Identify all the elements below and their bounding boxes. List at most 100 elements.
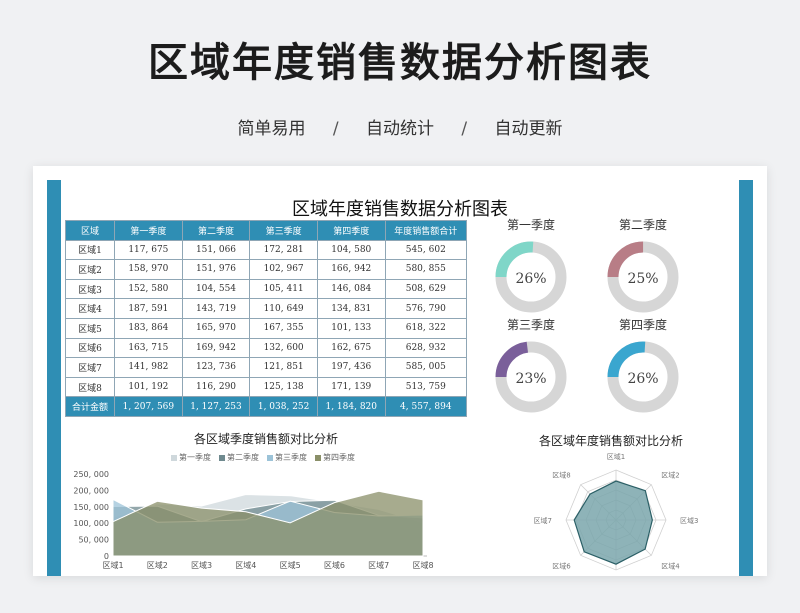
page-title: 区域年度销售数据分析图表 [148, 40, 652, 86]
y-tick-label: 150, 000 [73, 503, 109, 512]
y-tick-label: 100, 000 [73, 519, 109, 528]
table-cell: 628, 932 [384, 337, 468, 359]
donut-ring: 23% [495, 341, 567, 413]
radar-axis-label: 区域6 [552, 561, 571, 570]
table-cell: 104, 580 [316, 239, 386, 261]
table-cell: 134, 831 [316, 298, 386, 319]
tagline-separator: / [461, 119, 468, 139]
x-tick-label: 区域5 [280, 560, 301, 570]
table-cell: 116, 290 [181, 376, 251, 398]
donut-label: 第四季度 [618, 318, 667, 332]
table-header-cell: 第四季度 [316, 220, 386, 241]
table-row: 区域5 183, 864 165, 970 167, 355 101, 133 618, … [64, 317, 468, 339]
table-cell: 102, 967 [249, 259, 318, 280]
donut-chart: 第二季度 25% [583, 216, 703, 317]
table-total-row: 合计金额 1, 207, 569 1, 127, 253 1, 038, 252… [64, 396, 468, 417]
table-row: 区域3 152, 580 104, 554 105, 411 146, 084 508, … [64, 278, 468, 300]
radar-axis-label: 区域1 [607, 452, 625, 461]
table-cell: 172, 281 [249, 239, 318, 261]
table-cell: 152, 580 [114, 278, 183, 300]
legend-label: 第三季度 [275, 453, 307, 462]
donut-ring: 25% [607, 241, 679, 313]
donut-arc [495, 241, 567, 313]
table-total-cell: 合计金额 [64, 396, 116, 417]
table-cell: 183, 864 [114, 317, 183, 339]
table-cell: 125, 138 [249, 376, 318, 398]
table-cell: 576, 790 [384, 298, 468, 319]
table-header-cell: 第二季度 [181, 220, 251, 241]
y-tick-label: 250, 000 [73, 470, 109, 479]
sheet-title: 区域年度销售数据分析图表 [292, 199, 508, 220]
radar-series [573, 480, 653, 565]
preview-card: 区域年度销售数据分析图表 区域 第一季度 第二季度 第三季度 第四季度 年度销售… [33, 166, 767, 576]
table-row: 区域4 187, 591 143, 719 110, 649 134, 831 576, … [64, 298, 468, 319]
area-chart-legend: 第一季度 第二季度 第三季度 第四季度 [171, 452, 355, 463]
table-row-label: 区域2 [64, 259, 116, 280]
y-tick-label: 200, 000 [73, 486, 109, 495]
table-cell: 105, 411 [249, 278, 318, 300]
tagline-item: 自动统计 [366, 119, 434, 139]
table-cell: 171, 139 [316, 376, 386, 398]
table-row-label: 区域8 [64, 376, 116, 398]
table-cell: 143, 719 [181, 298, 251, 319]
table-total-cell: 1, 207, 569 [114, 396, 183, 417]
table-cell: 197, 436 [316, 357, 386, 378]
table-cell: 123, 736 [181, 357, 251, 378]
table-row: 区域7 141, 982 123, 736 121, 851 197, 436 585, … [64, 357, 468, 378]
legend-swatch [267, 454, 273, 461]
table-cell: 165, 970 [181, 317, 251, 339]
y-tick-label: 0 [104, 552, 109, 561]
table-cell: 163, 715 [114, 337, 183, 359]
legend-item: 第三季度 [267, 452, 307, 463]
table-row-label: 区域6 [64, 337, 116, 359]
x-tick-label: 区域4 [235, 560, 256, 570]
spreadsheet-frame: 区域年度销售数据分析图表 区域 第一季度 第二季度 第三季度 第四季度 年度销售… [47, 180, 753, 576]
donut-label: 第三季度 [506, 318, 555, 332]
legend-item: 第二季度 [219, 452, 259, 463]
table-cell: 580, 855 [384, 259, 468, 280]
table-cell: 585, 005 [384, 357, 468, 378]
table-total-cell: 1, 184, 820 [316, 396, 386, 417]
donut-ring: 26% [495, 241, 567, 313]
table-cell: 151, 976 [181, 259, 251, 280]
donut-arc [495, 341, 567, 413]
table-row: 区域8 101, 192 116, 290 125, 138 171, 139 513, … [64, 376, 468, 398]
radar-axis-label: 区域8 [552, 471, 570, 480]
legend-swatch [219, 454, 225, 461]
table-header-cell: 第一季度 [114, 220, 183, 241]
x-tick-label: 区域3 [191, 560, 212, 570]
table-cell: 132, 600 [249, 337, 318, 359]
table-cell: 101, 192 [114, 376, 183, 398]
table-cell: 618, 322 [384, 317, 468, 339]
table-cell: 169, 942 [181, 337, 251, 359]
table-row: 区域2 158, 970 151, 976 102, 967 166, 942 580, … [64, 259, 468, 280]
table-cell: 508, 629 [384, 278, 468, 300]
table-header-cell: 年度销售额合计 [384, 220, 468, 241]
table-cell: 167, 355 [249, 317, 318, 339]
legend-label: 第一季度 [179, 453, 211, 462]
radar-axis-label: 区域2 [661, 471, 679, 480]
table-cell: 141, 982 [114, 357, 183, 378]
donut-percent: 26% [515, 271, 546, 287]
table-cell: 162, 675 [316, 337, 386, 359]
table-cell: 513, 759 [384, 376, 468, 398]
table-cell: 101, 133 [316, 317, 386, 339]
donut-percent: 25% [627, 271, 658, 287]
area-chart-title: 各区域季度销售额对比分析 [193, 432, 338, 446]
table-cell: 104, 554 [181, 278, 251, 300]
table-row: 区域1 117, 675 151, 066 172, 281 104, 580 545, … [64, 239, 468, 261]
table-row-label: 区域3 [64, 278, 116, 300]
table-cell: 146, 084 [316, 278, 386, 300]
tagline: 简单易用 / 自动统计 / 自动更新 [0, 114, 800, 139]
tagline-item: 自动更新 [494, 119, 563, 139]
radar-axis-label: 区域4 [661, 561, 680, 570]
donut-percent: 23% [515, 371, 546, 387]
legend-swatch [315, 454, 321, 461]
x-tick-label: 区域8 [412, 560, 433, 570]
donut-arc [607, 341, 679, 413]
radar-axis-label: 区域7 [534, 516, 552, 525]
table-cell: 158, 970 [114, 259, 183, 280]
table-cell: 117, 675 [114, 239, 183, 261]
table-header-row: 区域 第一季度 第二季度 第三季度 第四季度 年度销售额合计 [64, 220, 468, 241]
